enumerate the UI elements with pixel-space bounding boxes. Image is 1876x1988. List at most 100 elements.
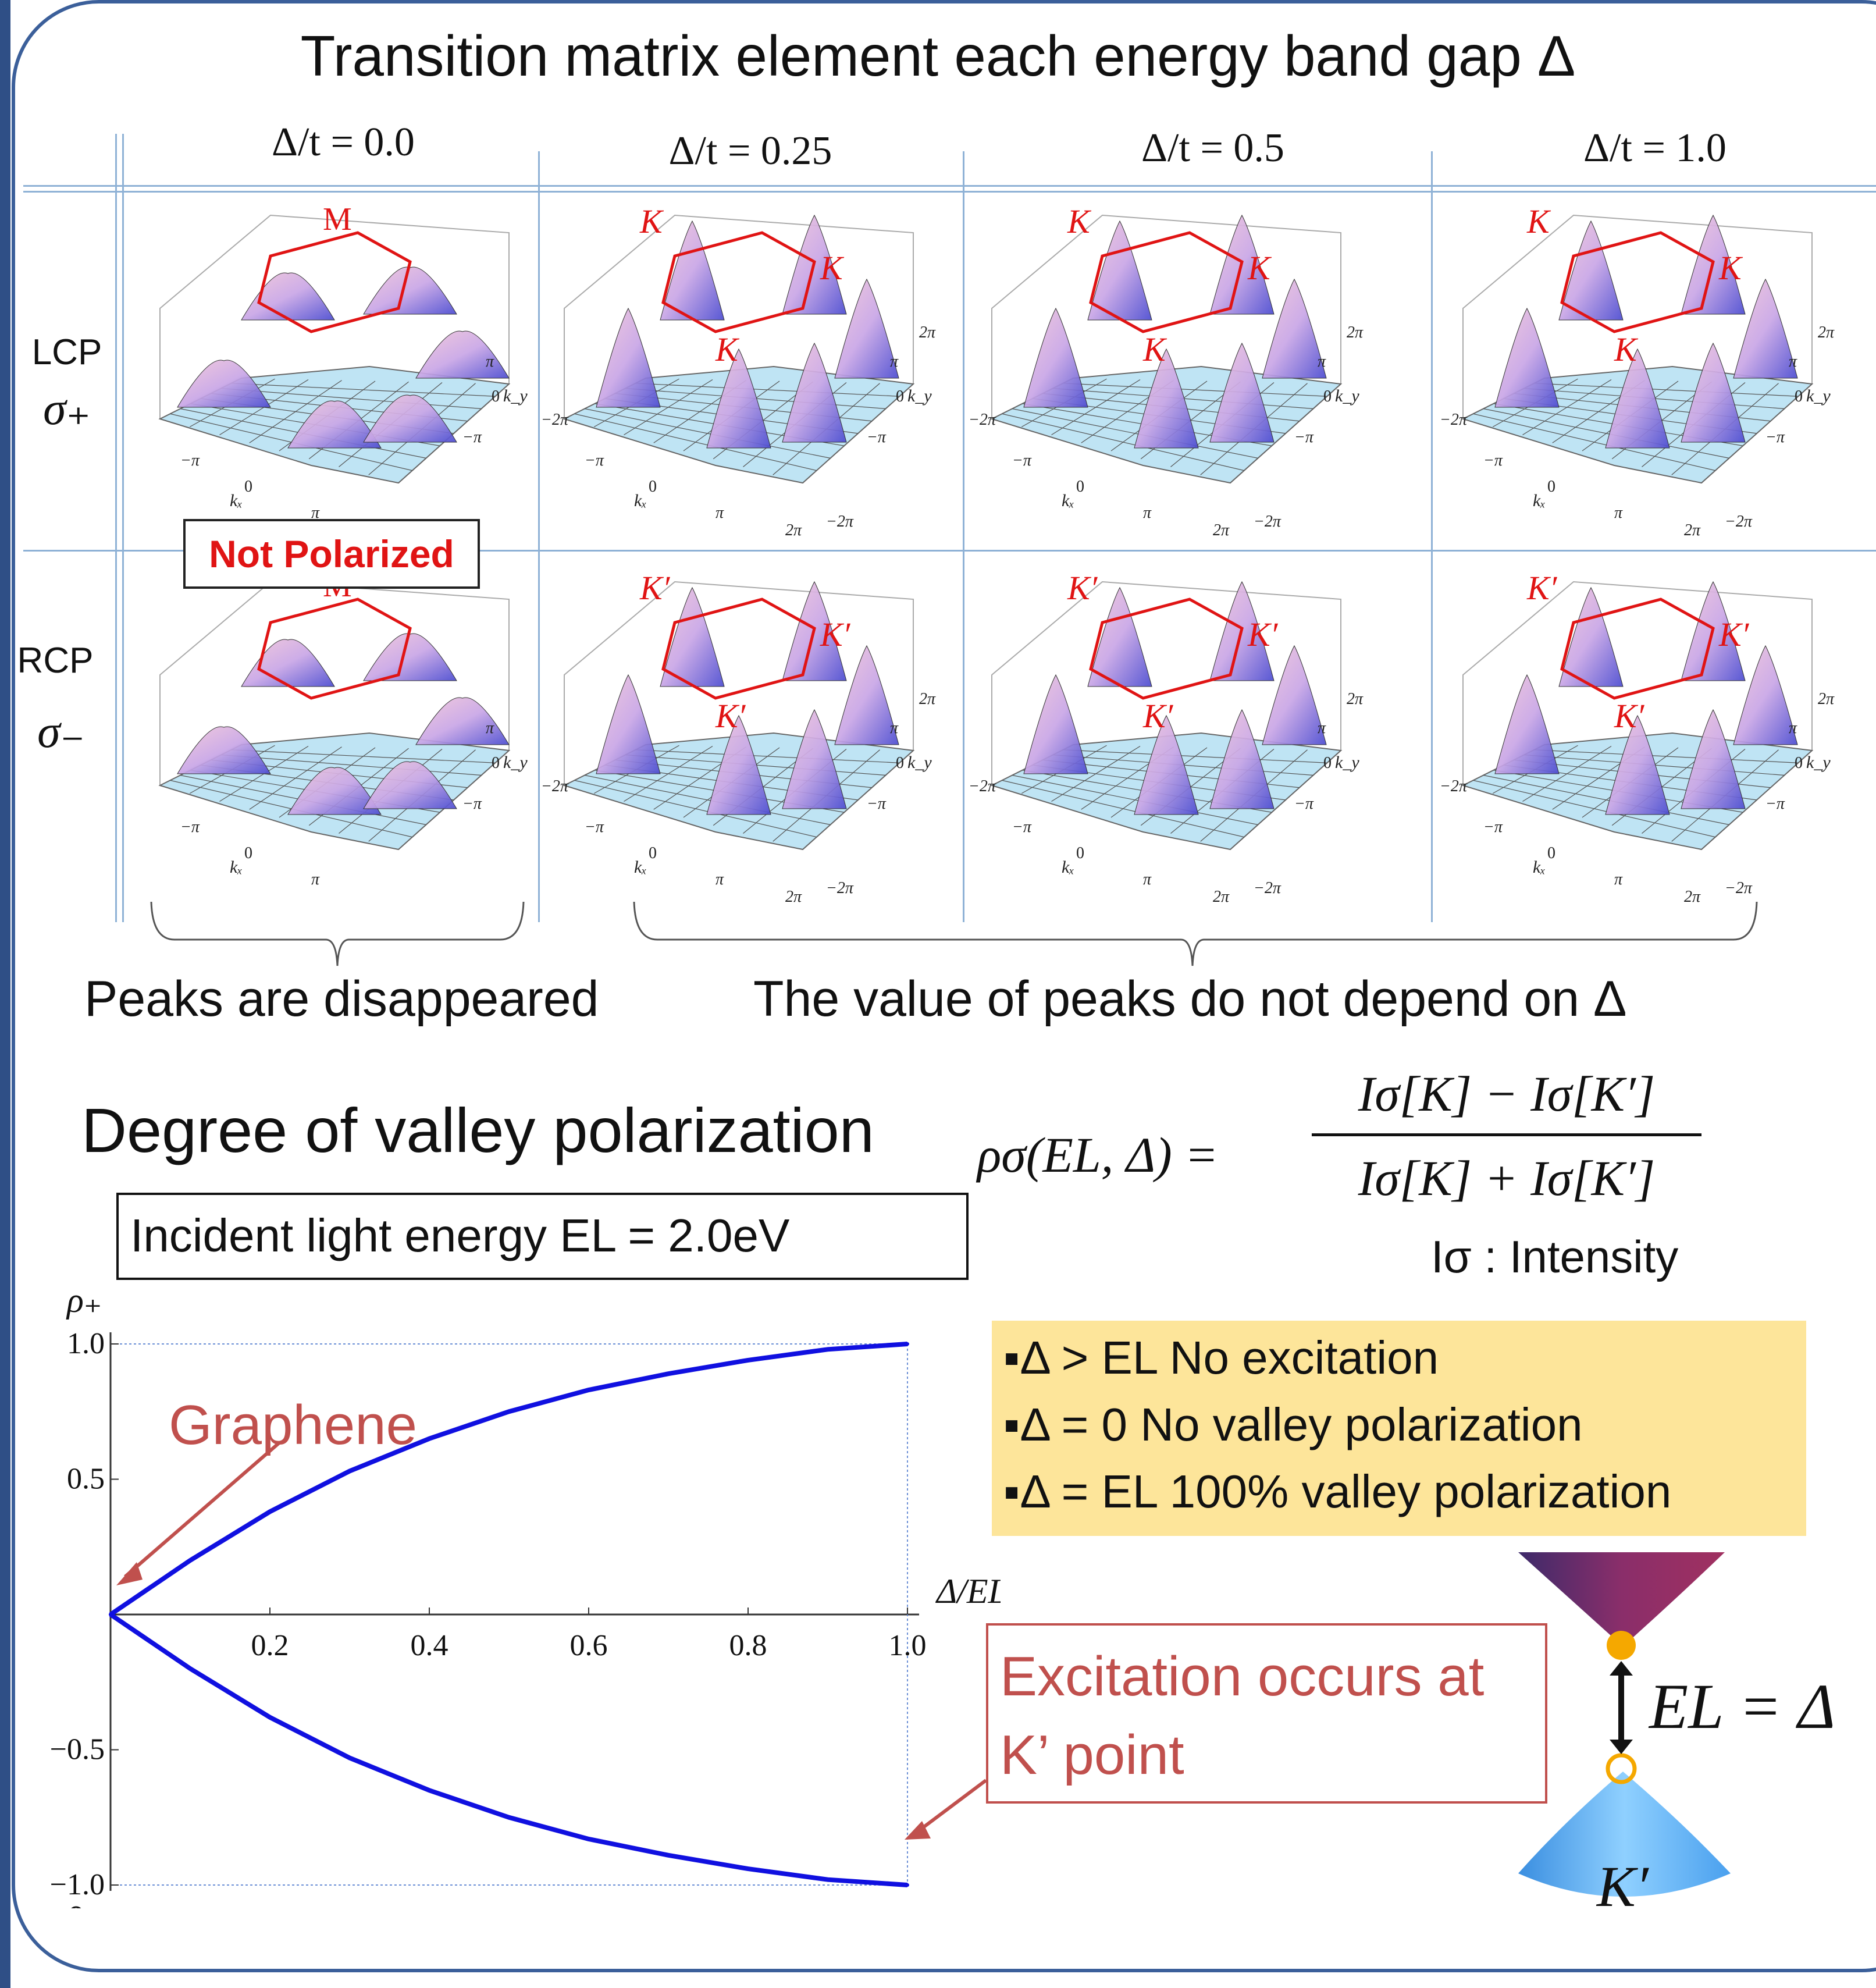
tick-label: −2π	[1254, 879, 1281, 897]
tick-label: 0	[492, 387, 500, 406]
axis-label-kx: kₓ	[230, 858, 243, 877]
axis-label-ky: k_y	[503, 386, 528, 406]
data-point	[826, 1347, 830, 1352]
data-point	[268, 1510, 272, 1514]
surface-peak	[1681, 709, 1746, 809]
col-header-3: Δ/t = 1.0	[1583, 126, 1727, 170]
tick-label: 2π	[1347, 690, 1364, 708]
surface-peak	[1605, 714, 1670, 815]
row-symbol-sigma-plus: σ₊	[43, 383, 91, 435]
axis-label-kx: kₓ	[634, 858, 647, 877]
tick-label: −2π	[541, 777, 569, 795]
surface-peak	[782, 342, 847, 443]
brace-left	[150, 901, 525, 966]
surface-peak	[415, 697, 510, 745]
tick-label: −π	[867, 428, 887, 446]
data-point	[746, 1867, 750, 1871]
axis-label-kx: kₓ	[1062, 491, 1074, 510]
tick-label: 0	[1547, 844, 1555, 862]
tick-label: −π	[462, 795, 482, 813]
intensity-note: Iσ : Intensity	[1431, 1231, 1679, 1282]
data-point	[667, 1372, 670, 1376]
excitation-box: Excitation occurs at K’ point	[986, 1623, 1547, 1804]
data-point	[268, 1715, 272, 1719]
poster-frame	[12, 0, 1876, 1972]
brillouin-zone-hexagon	[1560, 231, 1715, 333]
tick-label: π	[1143, 504, 1152, 522]
incident-energy-box: Incident light energy EL = 2.0eV	[116, 1193, 969, 1280]
grid-line	[1534, 749, 1799, 763]
m-point-label: M	[323, 201, 352, 237]
col-divider-0	[115, 134, 117, 922]
tick-label: 2π	[919, 690, 936, 708]
tick-label: −2π	[1725, 513, 1753, 531]
data-point	[428, 1788, 431, 1793]
tick-label: 0	[1076, 478, 1084, 496]
data-point	[906, 1883, 909, 1887]
tick-label: −π	[1765, 795, 1785, 813]
series-line-0	[109, 1342, 908, 1617]
tick-label: π	[486, 719, 494, 737]
note-full-polarization: ▪Δ = EL 100% valley polarization	[1003, 1466, 1672, 1517]
tick-label: 2π	[1347, 323, 1364, 342]
valley-label: K′	[1526, 569, 1558, 607]
tick-label: 0	[1795, 387, 1803, 406]
grid-line	[1063, 383, 1327, 397]
valley-label: K	[1067, 202, 1092, 240]
surface-peak	[1558, 586, 1624, 687]
el-equals-delta: EL = Δ	[1649, 1671, 1836, 1742]
tick-label: π	[1318, 353, 1326, 371]
tick-label: π	[311, 870, 320, 888]
axis-label-ky: k_y	[907, 386, 932, 406]
surface-peak	[1494, 674, 1560, 774]
valley-label: K′	[1142, 697, 1174, 735]
page-title: Transition matrix element each energy ba…	[300, 24, 1576, 88]
axis-label-ky: k_y	[1335, 753, 1359, 772]
conditions-note-box: ▪Δ > EL No excitation ▪Δ = 0 No valley p…	[992, 1321, 1806, 1536]
tick-label: π	[1143, 870, 1152, 888]
axis-label-ky: k_y	[1806, 753, 1831, 772]
col-header-0: Δ/t = 0.0	[272, 120, 415, 165]
brillouin-zone-hexagon	[661, 598, 816, 700]
surface-peak	[1023, 307, 1088, 408]
valley-label: K′	[1067, 569, 1098, 607]
surface-peak	[1558, 220, 1624, 321]
tick-label: 2π	[1684, 888, 1701, 906]
surface-peak	[363, 394, 457, 443]
surface-peak	[706, 714, 771, 815]
brillouin-zone-hexagon	[257, 598, 412, 700]
axis-label-kx: kₓ	[230, 491, 243, 510]
note-no-excitation: ▪Δ > EL No excitation	[1003, 1332, 1439, 1384]
valley-label: K	[1142, 330, 1167, 368]
tick-label: −π	[1012, 451, 1032, 470]
data-point	[188, 1667, 192, 1670]
valley-label: K	[1526, 202, 1551, 240]
col-divider-0b	[122, 134, 124, 922]
tick-label: 0	[1795, 754, 1803, 772]
valley-label: K′	[715, 697, 746, 735]
tick-label: −2π	[541, 411, 569, 429]
axis-label-ky: k_y	[1335, 386, 1359, 406]
tick-label: π	[715, 870, 724, 888]
axis-label-ky: k_y	[907, 753, 932, 772]
surface-peak	[1209, 342, 1275, 443]
tick-label: −2π	[1440, 777, 1468, 795]
tick-label: π	[890, 353, 899, 371]
surface-peak	[1087, 220, 1152, 321]
tick-label: −π	[1294, 428, 1314, 446]
col-header-2: Δ/t = 0.5	[1141, 126, 1284, 170]
grid-line	[1063, 749, 1327, 763]
valley-label: K	[639, 202, 664, 240]
graphene-arrow	[124, 1441, 280, 1578]
upper-cone	[1518, 1552, 1725, 1646]
excitation-line-2: K’ point	[1000, 1724, 1184, 1786]
surface-peak	[660, 586, 725, 687]
surface-peak	[596, 307, 661, 408]
valley-label: K	[715, 330, 740, 368]
x-tick-label: 0.6	[570, 1629, 608, 1662]
surface-peak	[1134, 348, 1199, 449]
tick-label: −π	[462, 428, 482, 446]
valley-label: K′	[639, 569, 671, 607]
